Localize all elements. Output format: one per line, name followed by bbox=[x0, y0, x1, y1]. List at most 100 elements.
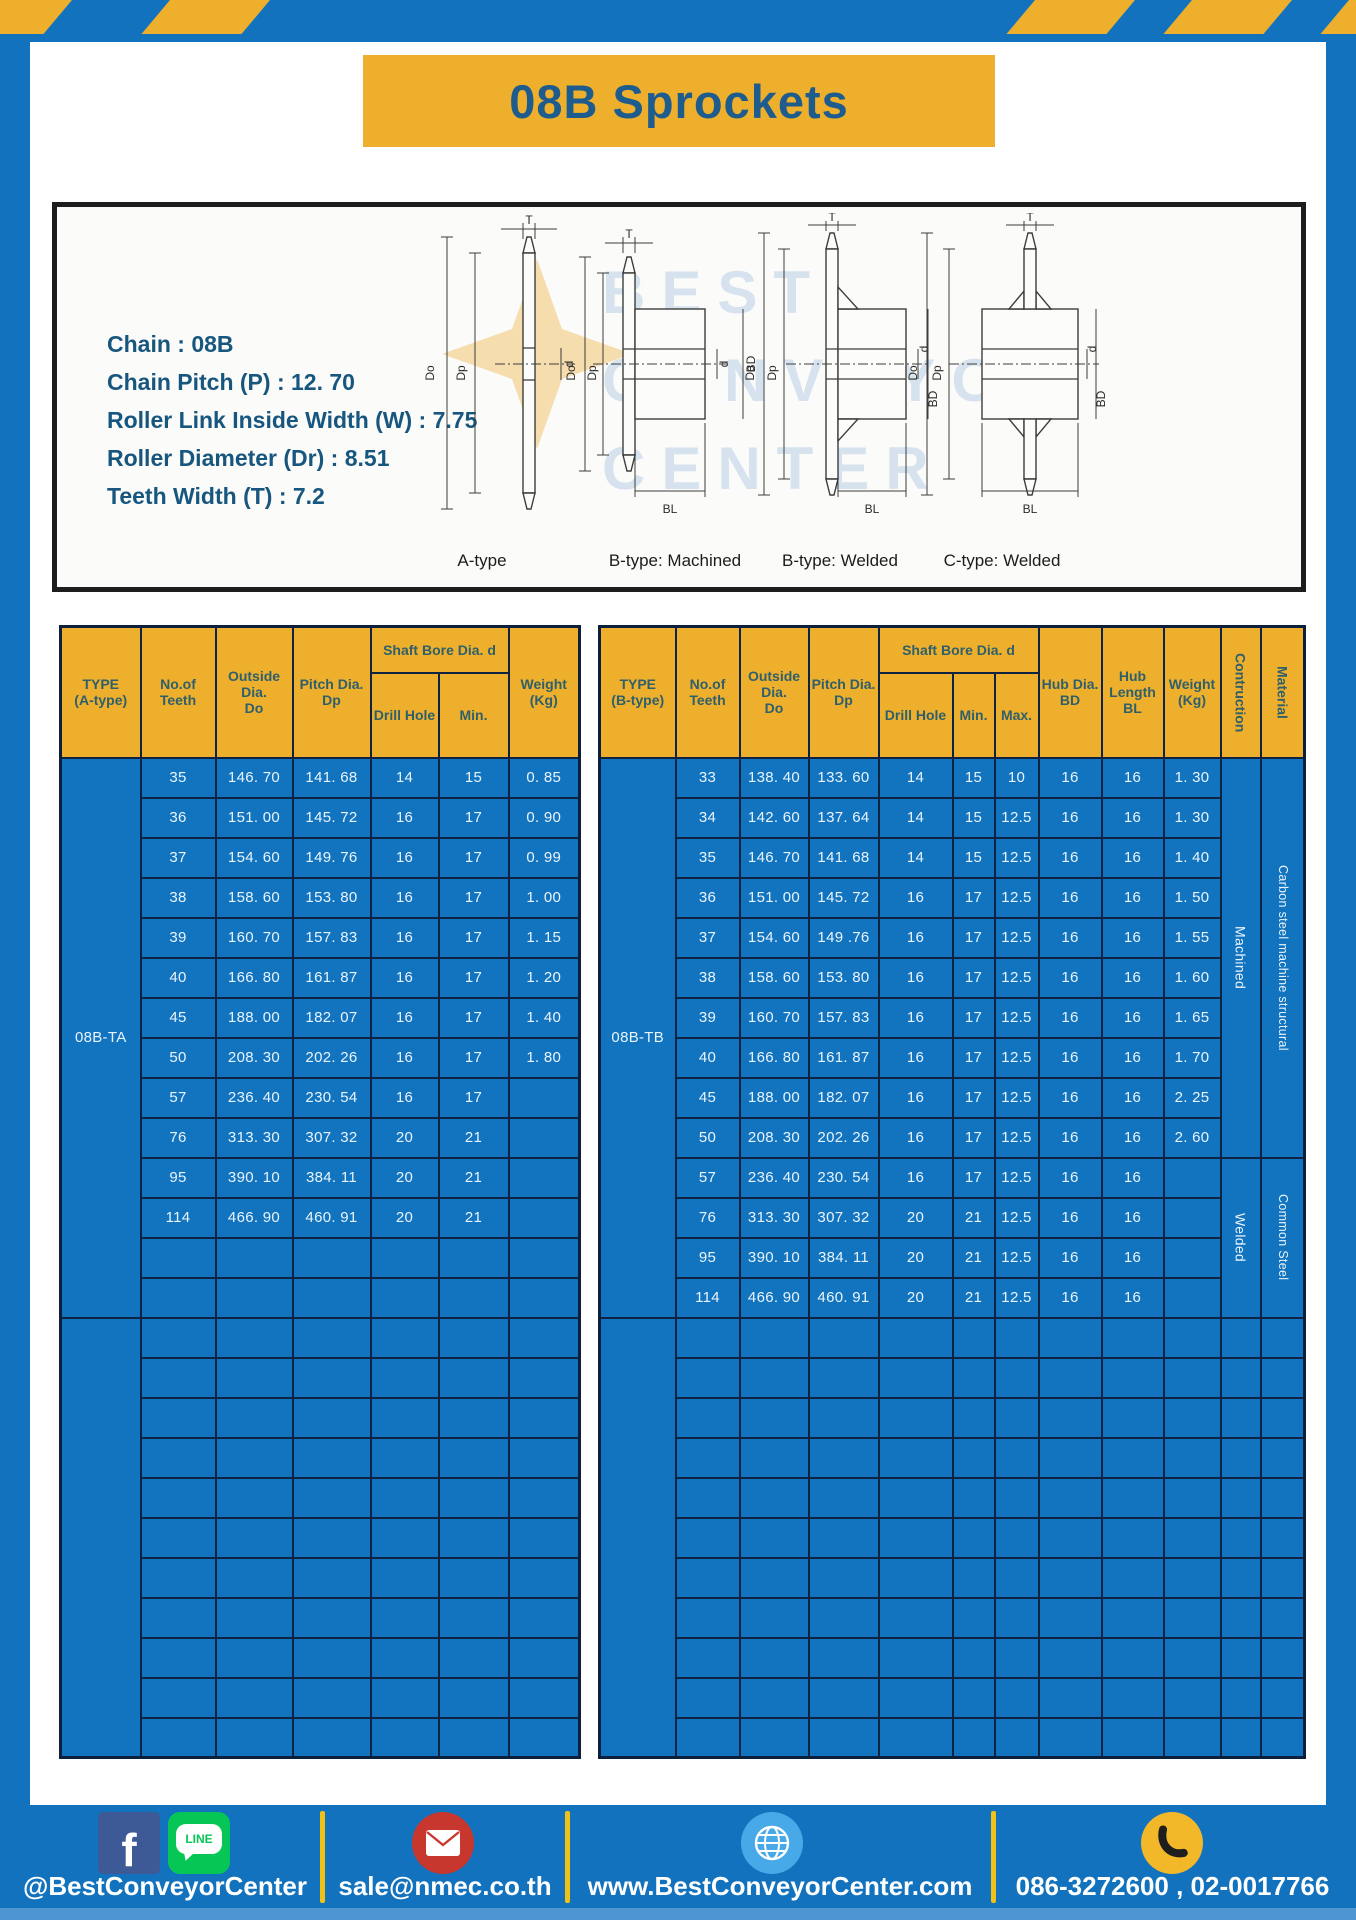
globe-icon[interactable] bbox=[741, 1812, 803, 1874]
table-cell bbox=[1219, 1596, 1262, 1639]
table-cell bbox=[807, 1596, 880, 1639]
table-cell: 0. 90 bbox=[507, 796, 581, 839]
table-cell: 16 bbox=[877, 1076, 954, 1119]
table-cell bbox=[369, 1476, 440, 1519]
table-cell: 153. 80 bbox=[291, 876, 372, 919]
table-row: 57 236. 40 230. 54 16 17 bbox=[61, 1076, 581, 1119]
table-cell bbox=[1037, 1556, 1103, 1599]
table-cell: 208. 30 bbox=[738, 1116, 810, 1159]
table-cell bbox=[214, 1716, 294, 1759]
table-cell bbox=[1162, 1676, 1222, 1719]
table-cell: 35 bbox=[139, 756, 217, 799]
table-cell bbox=[1259, 1556, 1306, 1599]
table-cell bbox=[738, 1436, 810, 1479]
sprocket-a-type-drawing: T Do Dp d bbox=[423, 213, 576, 510]
table-cell: 188. 00 bbox=[738, 1076, 810, 1119]
table-cell: 16 bbox=[369, 876, 440, 919]
table-cell: 153. 80 bbox=[807, 956, 880, 999]
table-cell bbox=[291, 1276, 372, 1319]
col-min: Min. bbox=[437, 671, 510, 759]
table-cell: 17 bbox=[437, 916, 510, 959]
table-cell: 307. 32 bbox=[291, 1116, 372, 1159]
dim-label-bl: BL bbox=[1023, 502, 1038, 516]
table-cell: 313. 30 bbox=[214, 1116, 294, 1159]
line-app-icon[interactable]: LINE bbox=[168, 1812, 230, 1874]
table-cell bbox=[674, 1596, 741, 1639]
table-cell: 17 bbox=[951, 1116, 996, 1159]
table-cell bbox=[1037, 1636, 1103, 1679]
table-cell: 15 bbox=[951, 756, 996, 799]
email-icon[interactable] bbox=[412, 1812, 474, 1874]
table-cell: 16 bbox=[877, 916, 954, 959]
facebook-icon[interactable]: f bbox=[98, 1812, 160, 1874]
table-row bbox=[61, 1716, 581, 1759]
table-cell bbox=[1162, 1476, 1222, 1519]
table-cell: 16 bbox=[877, 956, 954, 999]
footer-divider bbox=[991, 1811, 996, 1903]
table-cell: 16 bbox=[1037, 796, 1103, 839]
dim-label-t: T bbox=[828, 213, 836, 224]
table-cell bbox=[1037, 1676, 1103, 1719]
table-row: 34 142. 60 137. 64 14 15 12.5 16 16 1. 30 bbox=[600, 796, 1305, 839]
table-cell bbox=[1259, 1356, 1306, 1399]
table-cell bbox=[1162, 1716, 1222, 1759]
table-cell bbox=[1162, 1516, 1222, 1559]
table-cell: 154. 60 bbox=[738, 916, 810, 959]
table-cell bbox=[993, 1476, 1040, 1519]
table-cell: 12.5 bbox=[993, 1076, 1040, 1119]
table-cell: 20 bbox=[877, 1276, 954, 1319]
table-cell: 1. 40 bbox=[1162, 836, 1222, 879]
table-row: 40 166. 80 161. 87 16 17 1. 20 bbox=[61, 956, 581, 999]
table-cell bbox=[993, 1636, 1040, 1679]
phone-icon[interactable] bbox=[1141, 1812, 1203, 1874]
table-cell: 208. 30 bbox=[214, 1036, 294, 1079]
table-cell bbox=[951, 1556, 996, 1599]
spec-block: Chain : 08B Chain Pitch (P) : 12. 70 Rol… bbox=[107, 325, 477, 515]
table-cell: 12.5 bbox=[993, 1236, 1040, 1279]
table-cell bbox=[738, 1316, 810, 1359]
social-handle[interactable]: @BestConveyorCenter bbox=[23, 1871, 307, 1901]
phone-numbers[interactable]: 086-3272600 , 02-0017766 bbox=[1015, 1871, 1330, 1901]
table-cell bbox=[1162, 1316, 1222, 1359]
table-cell: 40 bbox=[674, 1036, 741, 1079]
col-shaft-bore: Shaft Bore Dia. d bbox=[877, 625, 1040, 674]
table-row: 35 146. 70 141. 68 14 15 12.5 16 16 1. 40 bbox=[600, 836, 1305, 879]
dim-label-do: Do bbox=[423, 365, 437, 381]
table-cell: 15 bbox=[951, 836, 996, 879]
table-cell bbox=[1259, 1476, 1306, 1519]
table-cell: 138. 40 bbox=[738, 756, 810, 799]
col-weight: Weight (Kg) bbox=[1162, 625, 1222, 759]
table-cell bbox=[214, 1556, 294, 1599]
website-url[interactable]: www.BestConveyorCenter.com bbox=[587, 1871, 973, 1901]
table-cell bbox=[369, 1716, 440, 1759]
table-cell: 16 bbox=[1100, 1076, 1165, 1119]
table-row bbox=[61, 1516, 581, 1559]
table-cell: 14 bbox=[877, 756, 954, 799]
table-cell bbox=[1219, 1516, 1262, 1559]
table-cell: 160. 70 bbox=[738, 996, 810, 1039]
table-row bbox=[600, 1356, 1306, 1399]
line-bubble-tail bbox=[180, 1850, 194, 1863]
email-address[interactable]: sale@nmec.co.th bbox=[338, 1871, 552, 1901]
table-cell: 17 bbox=[951, 876, 996, 919]
table-row: 08B-TA 35 146. 70 141. 68 14 15 0. 85 bbox=[59, 756, 581, 1319]
table-cell bbox=[1162, 1556, 1222, 1599]
table-cell: 1. 30 bbox=[1162, 796, 1222, 839]
table-cell: 16 bbox=[1100, 1116, 1165, 1159]
table-cell: 35 bbox=[674, 836, 741, 879]
dim-label-t: T bbox=[1026, 213, 1034, 224]
col-pitch-dia: Pitch Dia. Dp bbox=[291, 625, 372, 759]
table-cell: 12.5 bbox=[993, 1196, 1040, 1239]
table-cell: 157. 83 bbox=[807, 996, 880, 1039]
table-cell: 95 bbox=[674, 1236, 741, 1279]
table-08b-tb: TYPE (B-type) No.of Teeth Outside Dia. Do P… bbox=[598, 625, 1306, 1759]
table-cell bbox=[214, 1236, 294, 1279]
spec-line: Chain Pitch (P) : 12. 70 bbox=[107, 369, 355, 395]
table-cell bbox=[1219, 1436, 1262, 1479]
table-cell: 16 bbox=[1037, 1276, 1103, 1319]
table-cell: 145. 72 bbox=[807, 876, 880, 919]
footer: f LINE @BestConveyorCenter sale@nmec.co.… bbox=[0, 1805, 1356, 1920]
table-cell: 16 bbox=[1037, 916, 1103, 959]
table-cell bbox=[674, 1316, 741, 1359]
table-cell: 12.5 bbox=[993, 1036, 1040, 1079]
